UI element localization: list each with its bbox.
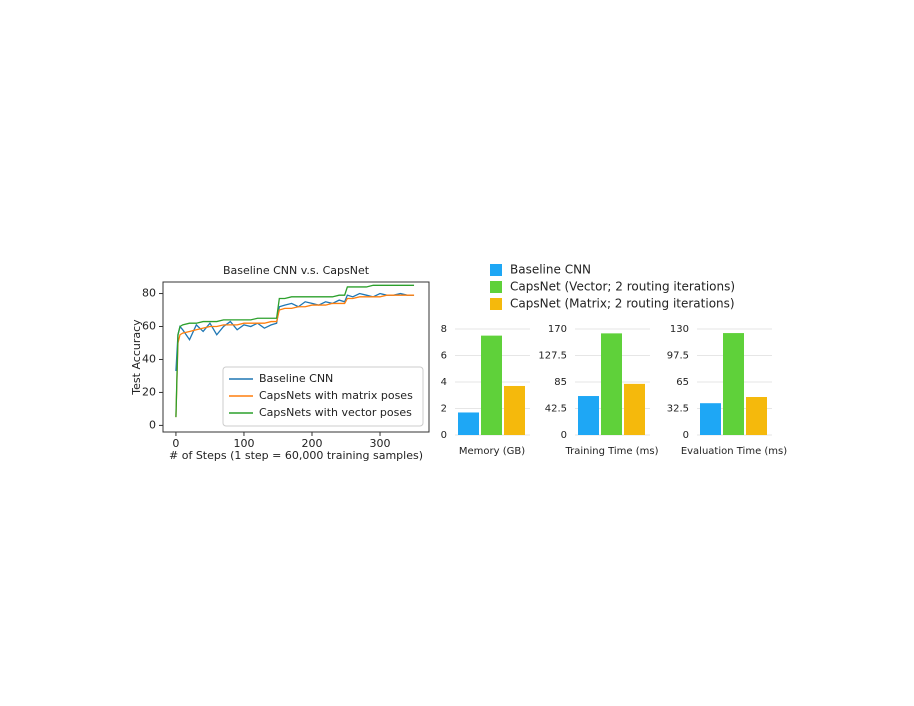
y-tick-label: 2 [441, 404, 447, 415]
plot-frame [162, 281, 430, 433]
x-axis-label: Memory (GB) [459, 446, 525, 457]
y-tick-label: 130 [670, 324, 689, 335]
y-axis-label: Test Accuracy [130, 319, 143, 396]
bar [578, 396, 599, 435]
y-tick-label: 127.5 [538, 351, 567, 362]
y-tick-label: 0 [561, 430, 567, 441]
y-tick-label: 85 [554, 377, 567, 388]
x-axis-label: # of Steps (1 step = 60,000 training sam… [169, 449, 423, 462]
y-tick-label: 60 [142, 320, 156, 333]
legend-label: CapsNet (Vector; 2 routing iterations) [510, 280, 735, 294]
x-axis-label: Evaluation Time (ms) [681, 446, 787, 457]
x-axis-label: Training Time (ms) [564, 446, 658, 457]
bar [624, 383, 645, 435]
y-tick-label: 32.5 [667, 404, 689, 415]
y-tick-label: 6 [441, 351, 447, 362]
y-tick-label: 42.5 [545, 404, 567, 415]
x-tick-label: 300 [370, 437, 391, 450]
legend-swatch [490, 264, 502, 276]
y-tick-label: 40 [142, 352, 156, 365]
series-line [175, 292, 415, 372]
y-tick-label: 0 [441, 430, 447, 441]
y-tick-label: 170 [548, 324, 567, 335]
y-tick-label: 4 [441, 377, 447, 388]
legend-label: CapsNets with vector poses [259, 406, 412, 419]
y-tick-label: 0 [683, 430, 689, 441]
legend-label: CapsNets with matrix poses [259, 389, 413, 402]
bar [458, 412, 479, 435]
bar [504, 385, 525, 435]
bar [601, 333, 622, 435]
bar [481, 335, 502, 435]
y-tick-label: 8 [441, 324, 447, 335]
y-tick-label: 65 [676, 377, 689, 388]
series-line [175, 294, 415, 418]
series-line [175, 284, 415, 418]
bar [723, 333, 744, 435]
bar [746, 397, 767, 435]
chart-title: Baseline CNN v.s. CapsNet [223, 264, 370, 277]
x-tick-label: 100 [233, 437, 254, 450]
legend-box [222, 366, 424, 427]
bar [700, 403, 721, 435]
legend-swatch [490, 298, 502, 310]
legend-label: CapsNet (Matrix; 2 routing iterations) [510, 297, 735, 311]
legend-swatch [490, 281, 502, 293]
legend-label: Baseline CNN [510, 263, 591, 277]
y-tick-label: 97.5 [667, 351, 689, 362]
x-tick-label: 0 [172, 437, 179, 450]
x-tick-label: 200 [301, 437, 322, 450]
y-tick-label: 20 [142, 385, 156, 398]
legend-label: Baseline CNN [259, 372, 333, 385]
y-tick-label: 0 [149, 418, 156, 431]
y-tick-label: 80 [142, 287, 156, 300]
